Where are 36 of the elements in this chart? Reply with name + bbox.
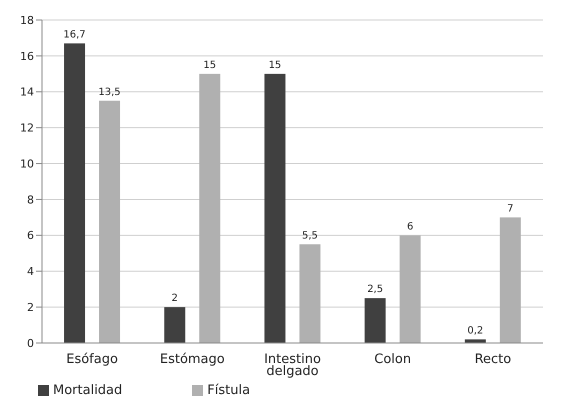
legend-label: Fístula <box>207 383 250 398</box>
data-label: 15 <box>203 60 216 71</box>
y-tick-label: 4 <box>27 265 34 278</box>
bar <box>164 307 186 343</box>
y-tick-label: 8 <box>27 193 34 206</box>
bar <box>299 244 320 343</box>
y-tick-label: 18 <box>20 14 34 27</box>
data-label: 15 <box>268 60 282 71</box>
y-tick-label: 16 <box>20 50 34 63</box>
data-label: 13,5 <box>98 86 121 98</box>
x-tick-label: Recto <box>474 352 512 367</box>
bar <box>500 217 521 343</box>
bar <box>64 43 86 343</box>
x-tick-label: Intestino delgado <box>264 352 321 379</box>
bar <box>199 74 220 343</box>
y-tick-label: 6 <box>27 229 34 242</box>
y-tick-label: 14 <box>20 86 34 99</box>
y-tick-label: 10 <box>20 157 34 170</box>
data-label: 2 <box>172 293 178 304</box>
y-tick-label: 2 <box>27 301 34 314</box>
legend-label: Mortalidad <box>53 383 122 398</box>
x-tick-label: Esófago <box>66 352 118 367</box>
bar <box>364 298 386 343</box>
y-tick-label: 12 <box>20 122 34 135</box>
data-label: 2,5 <box>367 284 384 296</box>
x-tick-label: Estómago <box>160 352 225 367</box>
data-label: 5,5 <box>302 230 318 242</box>
x-tick-label: Colon <box>374 352 412 367</box>
data-label: 7 <box>507 203 514 214</box>
bar <box>99 100 120 343</box>
bar <box>400 235 421 343</box>
data-label: 16,7 <box>63 29 86 40</box>
data-label: 6 <box>406 221 414 232</box>
data-label: 0,2 <box>467 325 484 336</box>
bar <box>264 74 286 343</box>
y-tick-label: 0 <box>27 336 34 350</box>
